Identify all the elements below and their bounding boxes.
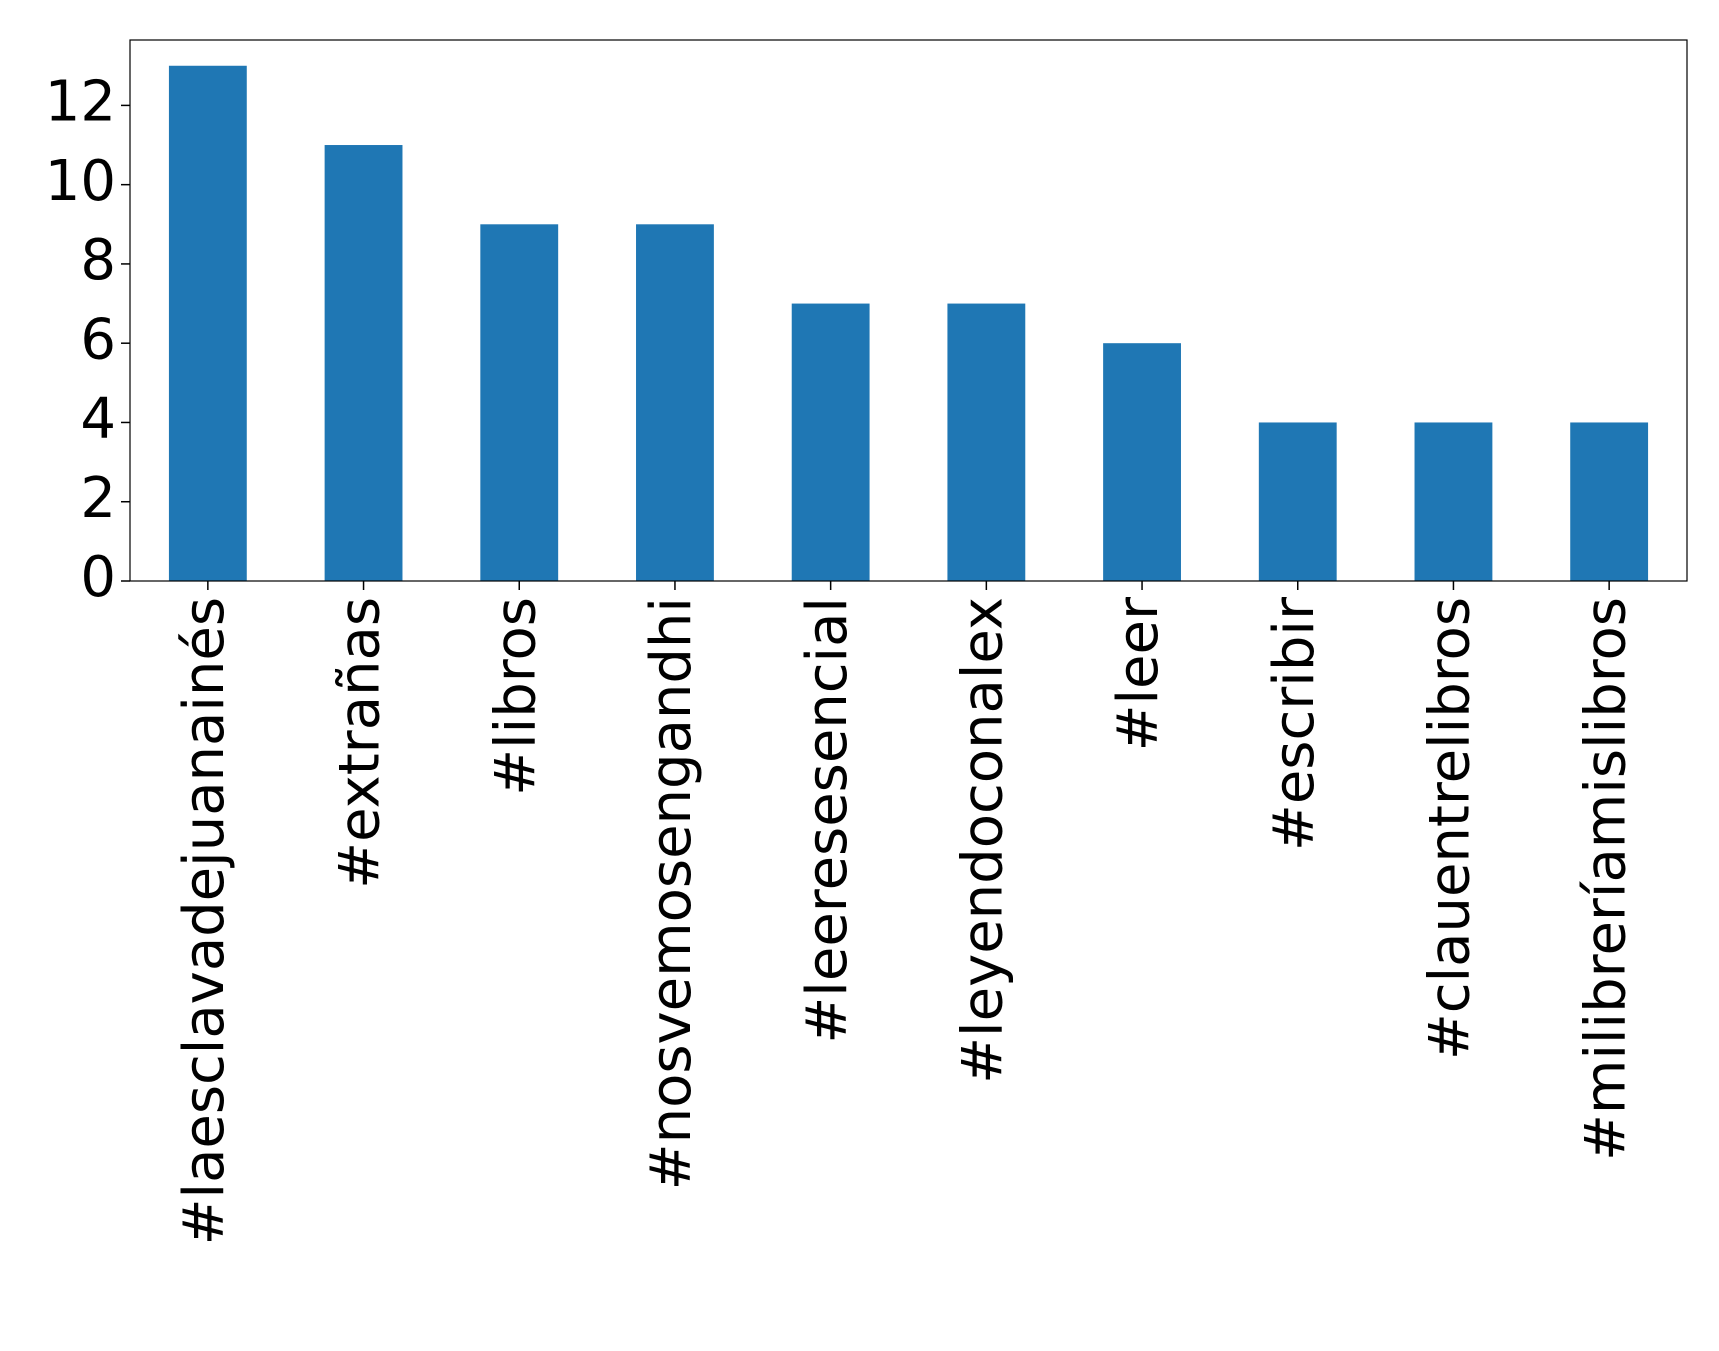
bar xyxy=(1414,422,1493,581)
x-tick-label: #leer xyxy=(1106,596,1171,751)
bar xyxy=(1258,422,1337,581)
y-tick-label: 12 xyxy=(45,70,116,135)
x-tick-label: #escribir xyxy=(1262,596,1327,851)
x-tick-label: #libros xyxy=(483,597,548,796)
y-tick-label: 6 xyxy=(80,307,116,372)
y-tick-label: 4 xyxy=(80,387,116,452)
y-tick-label: 0 xyxy=(80,545,116,610)
x-tick-label: #milibreríamislibros xyxy=(1573,597,1638,1161)
bar xyxy=(791,303,870,581)
x-tick-label: #extrañas xyxy=(328,597,393,889)
y-tick-label: 8 xyxy=(80,228,116,293)
bar xyxy=(480,224,559,582)
plot-frame xyxy=(129,39,1688,582)
y-tick-label: 10 xyxy=(45,149,116,214)
bar xyxy=(168,65,247,581)
bar xyxy=(324,145,403,581)
x-tick-label: #laesclavadejuanainés xyxy=(172,597,237,1245)
x-tick-label: #clauentrelibros xyxy=(1418,597,1483,1060)
x-tick-label: #nosvemosengandhi xyxy=(639,597,704,1190)
x-tick-label: #leeresesencial xyxy=(795,597,860,1044)
bar xyxy=(636,224,714,582)
bar xyxy=(1103,343,1181,581)
bar xyxy=(1570,422,1649,581)
bar xyxy=(947,303,1026,581)
x-tick-label: #leyendoconalex xyxy=(950,597,1015,1084)
y-tick-label: 2 xyxy=(80,466,116,531)
